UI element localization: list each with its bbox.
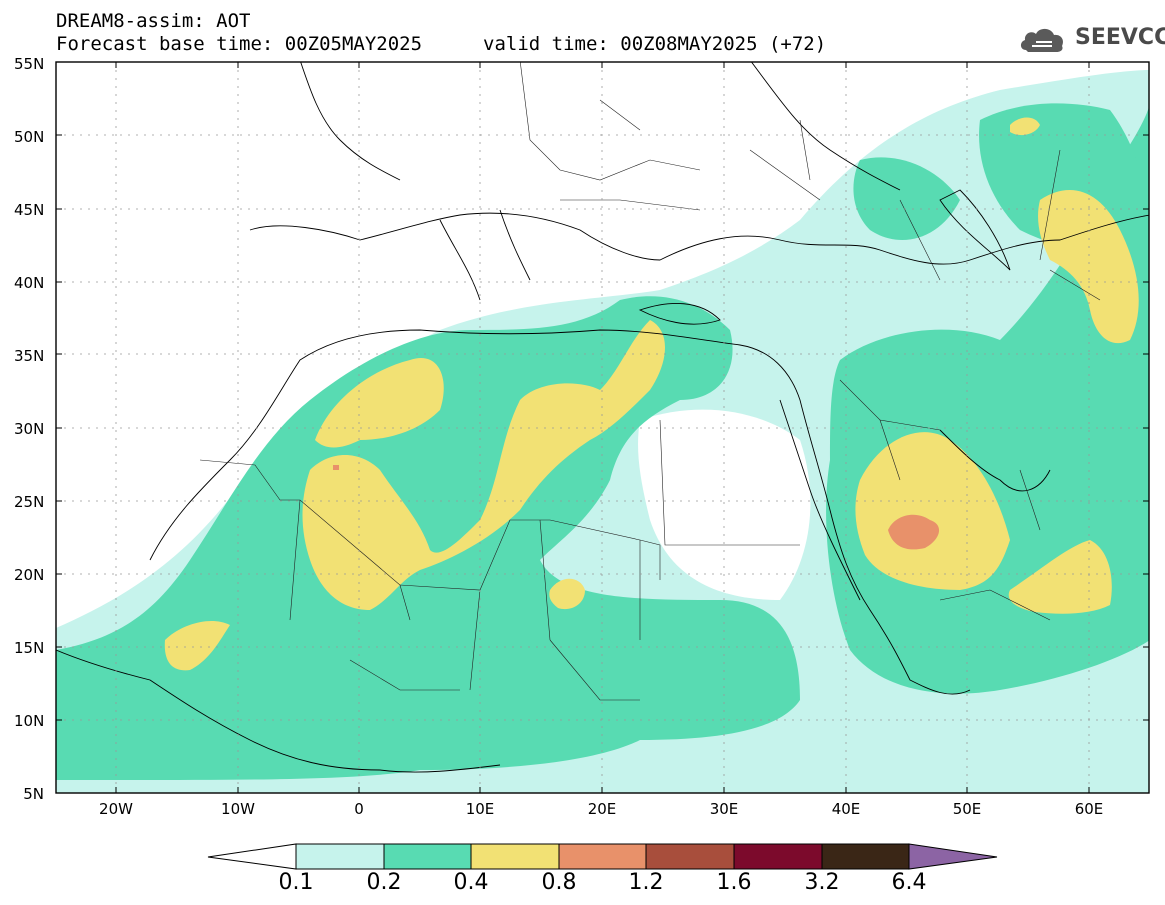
cloud-icon [1020, 28, 1064, 52]
colorbar-label: 6.4 [891, 870, 927, 895]
lat-label: 55N [14, 55, 45, 73]
colorbar-segment [383, 843, 472, 870]
colorbar-segment [558, 843, 647, 870]
lon-label: 0 [354, 800, 364, 818]
lat-label: 45N [14, 201, 45, 219]
seevccc-logo: SEEVCCC [1075, 25, 1165, 50]
lon-label: 20W [99, 800, 133, 818]
colorbar-segment [470, 843, 560, 870]
colorbar [207, 843, 998, 870]
lon-label: 20E [587, 800, 617, 818]
lat-label: 20N [14, 566, 45, 584]
lat-label: 25N [14, 493, 45, 511]
colorbar-label: 3.2 [804, 870, 840, 895]
forecast-base-time: Forecast base time: 00Z05MAY2025 [56, 33, 423, 55]
aot-fields [56, 62, 1149, 793]
colorbar-arrow-high [908, 843, 998, 870]
colorbar-segment [645, 843, 735, 870]
lon-label: 10E [465, 800, 495, 818]
lon-label: 60E [1074, 800, 1104, 818]
aot-band-0.4-kazakh [1010, 117, 1040, 136]
lat-label: 5N [23, 785, 44, 803]
lon-label: 40E [831, 800, 861, 818]
lat-label: 50N [14, 128, 45, 146]
aot-band-0.4-senegal [164, 620, 230, 671]
lat-label: 35N [14, 347, 45, 365]
map-title: DREAM8-assim: AOT [56, 10, 251, 32]
valid-time: valid time: 00Z08MAY2025 (+72) [483, 33, 827, 55]
aot-band-0.8-small [333, 465, 339, 470]
colorbar-arrow-low [207, 843, 297, 870]
aot-band-0.4-sahara [302, 320, 665, 610]
aot-band-0.4-sahel [549, 578, 585, 610]
colorbar-label: 0.4 [453, 870, 489, 895]
aot-band-0.2-north [853, 157, 960, 240]
lon-label: 30E [709, 800, 739, 818]
clear-area-egypt [638, 409, 811, 600]
lon-label: 10W [221, 800, 255, 818]
colorbar-segment [733, 843, 823, 870]
lat-label: 40N [14, 274, 45, 292]
gridlines [56, 62, 1149, 793]
coastlines [56, 62, 1149, 773]
lat-label: 15N [14, 639, 45, 657]
colorbar-label: 0.2 [366, 870, 402, 895]
colorbar-label: 0.8 [541, 870, 577, 895]
lon-label: 50E [952, 800, 982, 818]
aot-band-0.4-iran [1038, 190, 1139, 344]
aot-band-0.8 [888, 514, 940, 550]
aot-band-0.4-atlas [315, 358, 444, 448]
lat-label: 30N [14, 420, 45, 438]
aot-band-0.4-arabia [855, 432, 1010, 590]
colorbar-label: 1.2 [628, 870, 664, 895]
colorbar-label: 1.6 [716, 870, 752, 895]
colorbar-segment [295, 843, 385, 870]
aot-band-0.4-oman [1008, 540, 1112, 614]
colorbar-segment [821, 843, 910, 870]
lat-label: 10N [14, 712, 45, 730]
colorbar-label: 0.1 [278, 870, 314, 895]
axis-ticks [56, 61, 1149, 793]
